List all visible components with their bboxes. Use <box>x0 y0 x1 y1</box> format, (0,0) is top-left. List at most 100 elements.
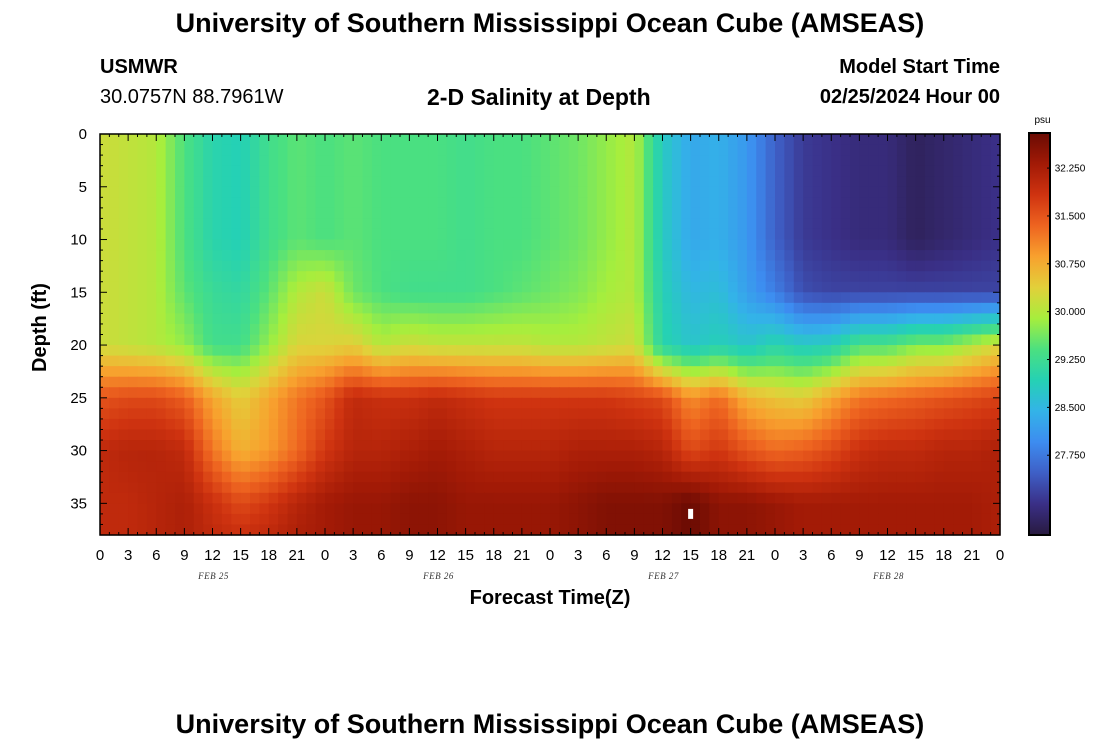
heatmap-cell <box>381 197 392 209</box>
heatmap-cell <box>418 471 429 483</box>
heatmap-cell <box>334 155 345 167</box>
heatmap-cell <box>803 260 814 272</box>
heatmap-cell <box>259 408 270 420</box>
heatmap-cell <box>259 144 270 156</box>
heatmap-cell <box>306 176 317 188</box>
heatmap-cell <box>371 376 382 388</box>
x-tick-label: 18 <box>710 547 727 564</box>
heatmap-cell <box>531 186 542 198</box>
heatmap-cell <box>109 345 120 357</box>
heatmap-cell <box>193 387 204 399</box>
heatmap-cell <box>250 228 260 241</box>
heatmap-cell <box>906 345 917 357</box>
heatmap-cell <box>840 186 851 198</box>
heatmap-cell <box>362 345 373 357</box>
heatmap-cell <box>868 418 879 431</box>
heatmap-cell <box>578 492 589 504</box>
heatmap-cell <box>531 228 542 241</box>
heatmap-cell <box>296 461 307 473</box>
heatmap-cell <box>681 397 692 409</box>
heatmap-cell <box>165 397 176 409</box>
heatmap-cell <box>728 440 739 452</box>
heatmap-cell <box>278 176 289 188</box>
heatmap-cell <box>718 355 729 367</box>
heatmap-cell <box>287 176 298 188</box>
heatmap-cell <box>878 345 889 357</box>
heatmap-cell <box>231 218 242 230</box>
heatmap-cell <box>746 387 757 399</box>
heatmap-cell <box>878 176 889 188</box>
heatmap-cell <box>925 429 935 441</box>
heatmap-cell <box>615 397 626 409</box>
heatmap-cell <box>653 492 664 504</box>
heatmap-cell <box>953 155 964 167</box>
heatmap-cell <box>953 524 964 536</box>
heatmap-cell <box>625 207 635 220</box>
heatmap-cell <box>746 292 757 304</box>
heatmap-cell <box>268 281 279 293</box>
heatmap-cell <box>587 471 598 483</box>
heatmap-cell <box>278 482 289 494</box>
heatmap-cell <box>109 207 120 220</box>
heatmap-cell <box>278 323 289 336</box>
heatmap-cell <box>437 471 448 483</box>
heatmap-cell <box>118 355 129 367</box>
heatmap-cell <box>821 334 832 346</box>
heatmap-cell <box>887 397 898 409</box>
heatmap-cell <box>728 292 739 304</box>
heatmap-cell <box>184 323 195 336</box>
heatmap-cell <box>625 461 635 473</box>
heatmap-cell <box>212 376 223 388</box>
heatmap-cell <box>175 408 185 420</box>
heatmap-cell <box>765 218 776 230</box>
heatmap-cell <box>653 418 664 431</box>
heatmap-cell <box>550 513 560 526</box>
heatmap-cell <box>175 186 185 198</box>
heatmap-cell <box>878 155 889 167</box>
heatmap-cell <box>775 513 785 526</box>
heatmap-cell <box>512 197 523 209</box>
heatmap-cell <box>296 186 307 198</box>
heatmap-cell <box>775 366 785 378</box>
heatmap-cell <box>821 313 832 325</box>
heatmap-cell <box>212 239 223 251</box>
heatmap-cell <box>521 176 532 188</box>
heatmap-cell <box>156 218 167 230</box>
heatmap-cell <box>325 239 335 251</box>
heatmap-cell <box>671 155 682 167</box>
heatmap-cell <box>268 524 279 536</box>
heatmap-cell <box>334 271 345 283</box>
heatmap-cell <box>456 440 467 452</box>
heatmap-cell <box>775 197 785 209</box>
heatmap-cell <box>390 313 401 325</box>
heatmap-cell <box>175 197 185 209</box>
heatmap-cell <box>231 207 242 220</box>
heatmap-cell <box>606 186 617 198</box>
heatmap-cell <box>118 207 129 220</box>
heatmap-cell <box>287 376 298 388</box>
heatmap-cell <box>428 440 439 452</box>
heatmap-cell <box>493 292 504 304</box>
heatmap-cell <box>906 302 917 314</box>
heatmap-cell <box>100 418 110 431</box>
heatmap-cell <box>718 186 729 198</box>
heatmap-cell <box>568 418 579 431</box>
heatmap-cell <box>540 355 551 367</box>
heatmap-cell <box>925 387 935 399</box>
heatmap-cell <box>503 345 514 357</box>
heatmap-cell <box>962 429 973 441</box>
heatmap-cell <box>128 376 139 388</box>
heatmap-cell <box>775 345 785 357</box>
heatmap-cell <box>268 429 279 441</box>
heatmap-cell <box>100 440 110 452</box>
heatmap-cell <box>690 366 701 378</box>
colorbar: 32.25031.50030.75030.00029.25028.50027.7… <box>1028 115 1086 536</box>
heatmap-cell <box>568 260 579 272</box>
date-label: FEB 27 <box>647 571 679 581</box>
heatmap-cell <box>306 376 317 388</box>
heatmap-cell <box>550 450 560 462</box>
heatmap-cell <box>662 186 673 198</box>
heatmap-cell <box>587 207 598 220</box>
heatmap-cell <box>859 397 870 409</box>
heatmap-cell <box>456 207 467 220</box>
